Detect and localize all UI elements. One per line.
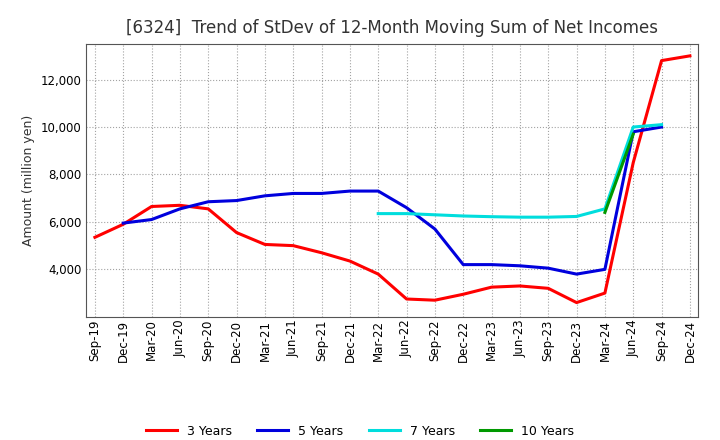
5 Years [629,129,637,134]
3 Years [289,243,297,248]
3 Years [572,300,581,305]
3 Years [516,283,524,289]
3 Years [544,286,552,291]
7 Years [572,214,581,219]
7 Years [544,215,552,220]
7 Years [402,211,411,216]
5 Years [431,227,439,232]
5 Years [459,262,467,267]
5 Years [148,217,156,222]
3 Years [148,204,156,209]
5 Years [544,265,552,271]
3 Years [374,271,382,277]
Y-axis label: Amount (million yen): Amount (million yen) [22,115,35,246]
5 Years [261,193,269,198]
5 Years [204,199,212,205]
10 Years [600,210,609,215]
5 Years [233,198,241,203]
3 Years [657,58,666,63]
3 Years [91,235,99,240]
Legend: 3 Years, 5 Years, 7 Years, 10 Years: 3 Years, 5 Years, 7 Years, 10 Years [141,420,579,440]
7 Years [431,212,439,217]
7 Years [516,215,524,220]
3 Years [261,242,269,247]
Title: [6324]  Trend of StDev of 12-Month Moving Sum of Net Incomes: [6324] Trend of StDev of 12-Month Moving… [127,19,658,37]
5 Years [346,188,354,194]
3 Years [600,290,609,296]
Line: 5 Years: 5 Years [123,127,662,274]
5 Years [600,267,609,272]
5 Years [119,220,127,226]
7 Years [487,214,496,219]
3 Years [459,292,467,297]
5 Years [516,263,524,268]
5 Years [289,191,297,196]
3 Years [629,160,637,165]
3 Years [318,250,326,255]
7 Years [657,122,666,127]
3 Years [204,206,212,212]
Line: 7 Years: 7 Years [378,125,662,217]
7 Years [629,125,637,130]
7 Years [600,206,609,212]
Line: 3 Years: 3 Years [95,56,690,303]
3 Years [402,297,411,302]
10 Years [629,132,637,137]
5 Years [318,191,326,196]
5 Years [657,125,666,130]
5 Years [374,188,382,194]
5 Years [402,205,411,210]
3 Years [346,258,354,264]
7 Years [374,211,382,216]
7 Years [459,213,467,219]
3 Years [685,53,694,59]
3 Years [176,203,184,208]
5 Years [487,262,496,267]
3 Years [431,297,439,303]
5 Years [572,271,581,277]
3 Years [487,285,496,290]
Line: 10 Years: 10 Years [605,134,633,213]
3 Years [233,230,241,235]
3 Years [119,222,127,227]
5 Years [176,206,184,212]
